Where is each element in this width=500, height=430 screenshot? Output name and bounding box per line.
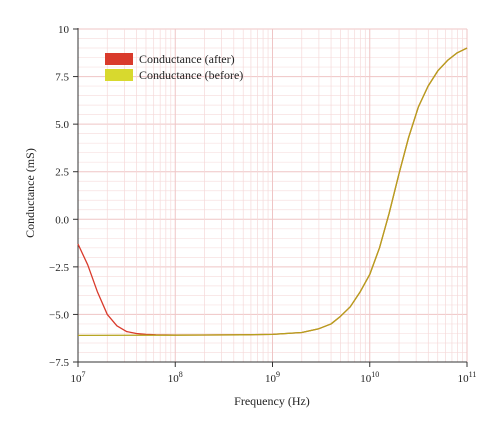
y-tick-label: 0.0 bbox=[55, 214, 69, 226]
y-tick-label: −5.0 bbox=[49, 309, 69, 321]
x-tick-label: 1010 bbox=[360, 370, 379, 385]
y-tick-label: 2.5 bbox=[55, 167, 69, 179]
x-tick-label: 109 bbox=[265, 370, 280, 385]
y-axis-title: Conductance (mS) bbox=[23, 148, 37, 238]
x-axis-title: Frequency (Hz) bbox=[234, 394, 310, 408]
legend-swatch-before bbox=[105, 69, 133, 81]
x-tick-label: 108 bbox=[168, 370, 183, 385]
x-tick-label: 107 bbox=[71, 370, 86, 385]
axes bbox=[73, 28, 468, 367]
grid bbox=[77, 28, 468, 363]
legend: Conductance (after) Conductance (before) bbox=[105, 52, 243, 82]
y-tick-label: −2.5 bbox=[49, 262, 69, 274]
series-lines bbox=[77, 47, 468, 337]
legend-label-after: Conductance (after) bbox=[139, 52, 235, 66]
y-tick-label: 7.5 bbox=[55, 72, 69, 84]
y-tick-label: −7.5 bbox=[49, 357, 69, 369]
legend-label-before: Conductance (before) bbox=[139, 68, 243, 82]
y-tick-label: 5.0 bbox=[55, 119, 69, 131]
x-tick-label: 1011 bbox=[458, 370, 477, 385]
legend-swatch-after bbox=[105, 53, 133, 65]
series-before-line bbox=[77, 47, 468, 337]
y-tick-label: 10 bbox=[58, 24, 70, 36]
